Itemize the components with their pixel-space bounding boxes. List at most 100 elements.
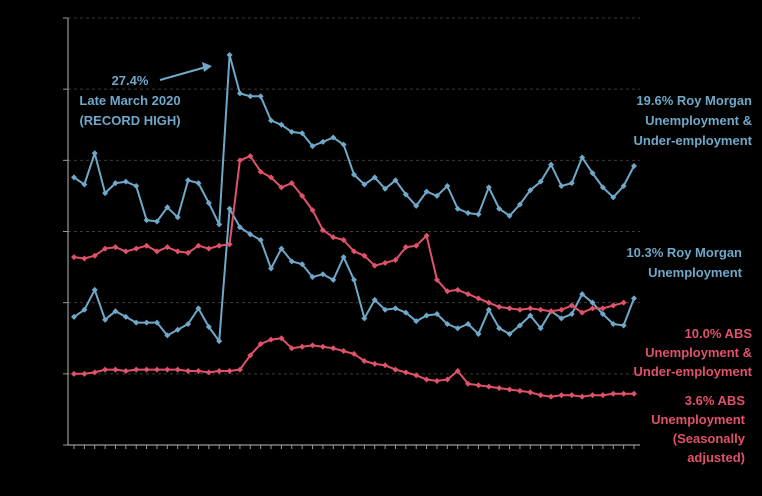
data-point-rm_unemp <box>402 309 409 316</box>
data-point-abs_underemp <box>361 252 368 259</box>
data-point-rm_unemp <box>71 313 77 320</box>
data-point-abs_underemp <box>226 241 233 248</box>
data-point-abs_underemp <box>371 262 378 269</box>
data-point-rm_unemp <box>444 321 451 328</box>
data-point-rm_unemp <box>558 315 565 322</box>
data-point-rm_unemp <box>610 321 617 328</box>
data-point-rm_unemp <box>91 286 98 293</box>
label-abs-unemployment-line: 3.6% ABS <box>685 393 746 408</box>
data-point-rm_unemp <box>568 311 575 318</box>
data-point-rm_unemp <box>433 311 440 318</box>
data-point-abs_unemp <box>371 360 378 367</box>
data-point-abs_underemp <box>620 299 627 306</box>
data-point-abs_unemp <box>485 383 492 390</box>
data-point-abs_underemp <box>589 305 596 312</box>
data-point-rm_unemp <box>185 321 192 328</box>
data-point-rm_underemp <box>465 209 472 216</box>
data-point-rm_underemp <box>361 181 368 188</box>
data-point-abs_underemp <box>278 184 285 191</box>
data-point-rm_unemp <box>174 326 181 333</box>
data-point-rm_underemp <box>164 204 171 211</box>
data-point-rm_underemp <box>112 180 119 187</box>
data-point-abs_underemp <box>558 306 565 313</box>
data-point-abs_underemp <box>216 242 223 249</box>
data-point-abs_underemp <box>413 242 420 249</box>
data-point-rm_underemp <box>413 202 420 209</box>
data-point-rm_underemp <box>506 212 513 219</box>
data-point-rm_unemp <box>392 305 399 312</box>
data-point-abs_underemp <box>81 255 88 262</box>
data-point-rm_underemp <box>143 217 150 224</box>
data-point-rm_unemp <box>226 205 233 212</box>
data-point-rm_unemp <box>153 319 160 326</box>
data-point-abs_unemp <box>143 366 150 373</box>
label-rm-unemployment-line: Unemployment <box>648 265 743 280</box>
data-point-rm_underemp <box>371 174 378 181</box>
data-point-abs_unemp <box>174 366 181 373</box>
data-point-abs_underemp <box>309 207 316 214</box>
data-point-rm_underemp <box>153 218 160 225</box>
data-point-rm_unemp <box>454 325 461 332</box>
data-point-rm_unemp <box>475 330 482 337</box>
data-point-abs_unemp <box>102 366 109 373</box>
data-point-abs_underemp <box>340 237 347 244</box>
data-point-abs_underemp <box>91 252 98 259</box>
data-point-abs_underemp <box>382 259 389 266</box>
data-point-rm_underemp <box>382 185 389 192</box>
series-line-abs_unemp <box>74 337 634 398</box>
data-point-rm_underemp <box>402 191 409 198</box>
data-point-abs_underemp <box>143 242 150 249</box>
label-rm-underemployment-line: Unemployment & <box>645 113 752 128</box>
data-point-abs_underemp <box>579 309 586 316</box>
data-point-rm_underemp <box>599 184 606 191</box>
data-point-rm_unemp <box>371 296 378 303</box>
data-point-rm_unemp <box>599 311 606 318</box>
data-point-abs_unemp <box>226 367 233 374</box>
data-point-abs_underemp <box>444 288 451 295</box>
label-rm-underemployment: 19.6% Roy Morgan Unemployment & Under-empl… <box>634 93 753 148</box>
data-point-abs_underemp <box>319 227 326 234</box>
gridlines <box>68 17 640 375</box>
data-point-rm_unemp <box>589 299 596 306</box>
data-point-rm_underemp <box>81 181 88 188</box>
label-abs-underemployment: 10.0% ABS Unemployment & Under-employment <box>634 326 753 379</box>
data-point-rm_underemp <box>589 170 596 177</box>
data-point-abs_unemp <box>185 367 192 374</box>
data-point-abs_unemp <box>268 336 275 343</box>
data-point-abs_unemp <box>610 390 617 397</box>
data-point-rm_underemp <box>288 128 295 135</box>
data-point-abs_underemp <box>423 232 430 239</box>
data-point-rm_underemp <box>423 188 430 195</box>
data-point-rm_underemp <box>548 161 555 168</box>
label-abs-underemployment-line: 10.0% ABS <box>685 326 753 341</box>
data-point-rm_underemp <box>185 177 192 184</box>
data-point-abs_unemp <box>579 393 586 400</box>
data-point-rm_unemp <box>340 254 347 261</box>
data-point-abs_underemp <box>205 245 212 252</box>
data-point-abs_unemp <box>413 372 420 379</box>
data-point-abs_underemp <box>185 249 192 256</box>
data-point-abs_underemp <box>257 168 264 175</box>
data-point-abs_unemp <box>71 370 77 377</box>
data-point-abs_underemp <box>433 276 440 283</box>
data-point-rm_unemp <box>236 224 243 231</box>
data-point-abs_underemp <box>351 248 357 255</box>
data-point-abs_unemp <box>631 390 637 397</box>
data-point-abs_unemp <box>122 367 129 374</box>
data-point-abs_unemp <box>309 342 316 349</box>
data-point-rm_underemp <box>433 192 440 199</box>
data-point-abs_underemp <box>195 242 202 249</box>
data-point-abs_underemp <box>288 180 295 187</box>
data-point-abs_underemp <box>402 244 409 251</box>
data-point-abs_unemp <box>257 340 264 347</box>
data-point-abs_underemp <box>496 303 503 310</box>
data-point-rm_unemp <box>330 276 337 283</box>
data-point-abs_underemp <box>516 306 523 313</box>
data-point-rm_underemp <box>475 211 482 218</box>
data-point-rm_unemp <box>216 338 223 345</box>
data-point-rm_unemp <box>579 291 586 298</box>
data-point-abs_underemp <box>537 306 544 313</box>
data-point-abs_unemp <box>299 343 306 350</box>
data-point-rm_unemp <box>268 265 275 272</box>
label-rm-underemployment-line: Under-employment <box>634 133 753 148</box>
